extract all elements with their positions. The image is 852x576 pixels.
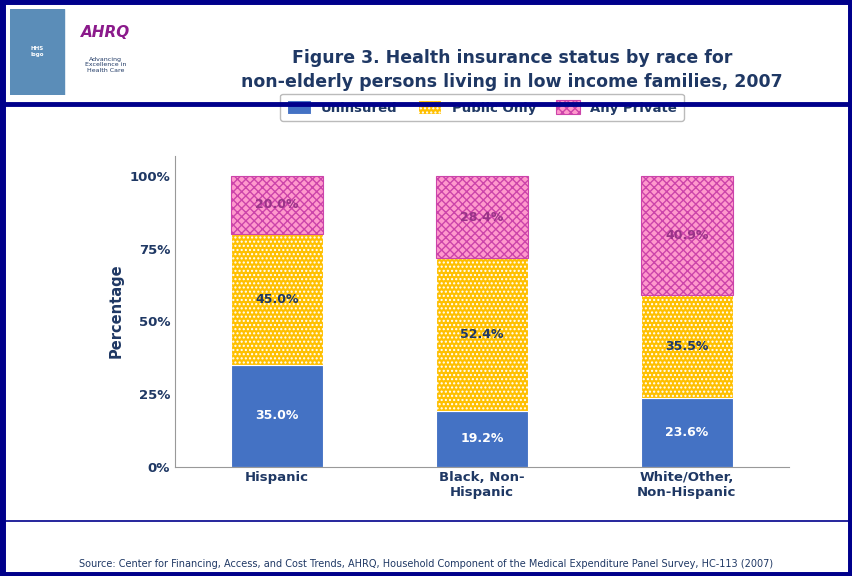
Text: Advancing
Excellence in
Health Care: Advancing Excellence in Health Care <box>85 56 126 73</box>
Y-axis label: Percentage: Percentage <box>108 264 124 358</box>
Text: 19.2%: 19.2% <box>460 432 503 445</box>
Bar <box>640 295 732 398</box>
Bar <box>435 259 527 411</box>
Text: Figure 3. Health insurance status by race for
non-elderly persons living in low : Figure 3. Health insurance status by rac… <box>241 49 781 90</box>
Text: 20.0%: 20.0% <box>256 199 298 211</box>
Text: 23.6%: 23.6% <box>665 426 707 439</box>
Bar <box>231 176 323 234</box>
Text: 28.4%: 28.4% <box>460 211 503 223</box>
Bar <box>640 176 732 295</box>
Text: HHS
logo: HHS logo <box>30 47 43 57</box>
Bar <box>435 176 527 259</box>
Text: 40.9%: 40.9% <box>665 229 707 242</box>
Text: AHRQ: AHRQ <box>81 25 130 40</box>
Bar <box>10 9 64 95</box>
Legend: Uninsured, Public Only, Any Private: Uninsured, Public Only, Any Private <box>280 94 682 121</box>
Text: 35.5%: 35.5% <box>665 340 707 353</box>
Text: 52.4%: 52.4% <box>460 328 503 341</box>
Bar <box>640 398 732 467</box>
Bar <box>231 234 323 365</box>
Text: 35.0%: 35.0% <box>256 409 298 422</box>
Bar <box>435 411 527 467</box>
Text: Source: Center for Financing, Access, and Cost Trends, AHRQ, Household Component: Source: Center for Financing, Access, an… <box>79 559 773 569</box>
Text: 45.0%: 45.0% <box>256 293 298 306</box>
Bar <box>231 365 323 467</box>
